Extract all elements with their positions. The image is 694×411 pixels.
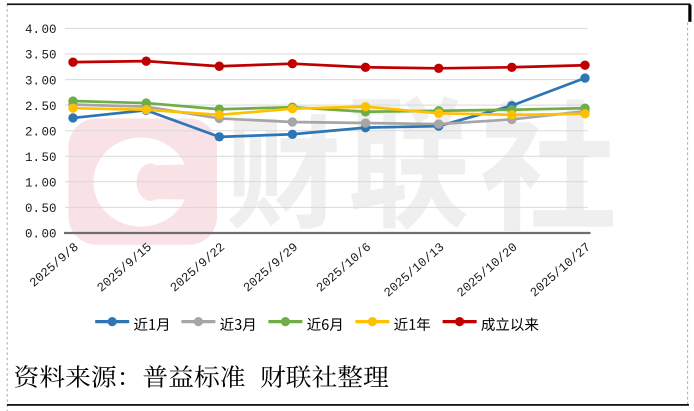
svg-text:2.00: 2. 00 — [25, 125, 57, 139]
svg-text:0.00: 0. 00 — [25, 228, 57, 242]
svg-text:1.50: 1. 50 — [25, 151, 57, 165]
svg-text:1.00: 1. 00 — [25, 177, 57, 191]
svg-text:3.00: 3. 00 — [25, 74, 57, 88]
svg-text:2.50: 2. 50 — [25, 100, 57, 114]
svg-text:0.50: 0. 50 — [25, 202, 57, 216]
svg-text:3.50: 3. 50 — [25, 49, 57, 63]
svg-text:4.00: 4. 00 — [25, 23, 57, 37]
